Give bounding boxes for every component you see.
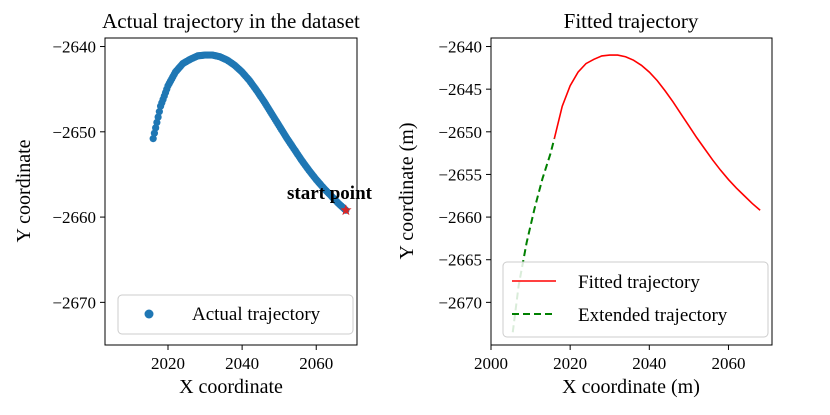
- x-tick-label: 2060: [299, 354, 333, 373]
- x-tick-label: 2060: [711, 354, 745, 373]
- y-tick-label: −2655: [438, 165, 482, 184]
- start-point-star-icon: [340, 204, 352, 216]
- x-tick-label: 2040: [225, 354, 259, 373]
- chart-title-right: Fitted trajectory: [564, 9, 699, 33]
- y-tick-label: −2650: [438, 123, 482, 142]
- x-tick-label: 2020: [151, 354, 185, 373]
- y-tick-label: −2660: [52, 208, 96, 227]
- legend-box-right: [502, 261, 769, 338]
- x-axis-label-left: X coordinate: [179, 376, 283, 398]
- x-tick-label: 2000: [474, 354, 508, 373]
- y-tick-label: −2670: [52, 293, 96, 312]
- panel-actual-trajectory: Actual trajectory in the dataset 2020 204…: [13, 9, 373, 398]
- legend-left: Actual trajectory: [117, 294, 354, 335]
- y-tick-label: −2640: [52, 38, 96, 57]
- data-point: [155, 108, 163, 116]
- data-point: [152, 124, 160, 132]
- y-tick-label: −2640: [438, 38, 482, 57]
- data-point: [153, 118, 161, 127]
- legend-label-extended: Extended trajectory: [578, 305, 728, 326]
- x-tick-label: 2040: [632, 354, 666, 373]
- chart-title-left: Actual trajectory in the dataset: [102, 9, 360, 33]
- y-axis-label-right: Y coordinate (m): [396, 123, 418, 260]
- plot-frame-left: [104, 37, 358, 346]
- start-point-annotation: start point: [287, 183, 373, 204]
- data-point: [154, 113, 162, 121]
- data-point: [150, 129, 159, 137]
- legend-box-left: [117, 294, 354, 335]
- y-tick-label: −2660: [438, 208, 482, 227]
- data-point: [149, 135, 157, 143]
- plot-frame-right: [490, 37, 773, 346]
- panel-fitted-trajectory: Fitted trajectory 2000 2020 2040 2060 −2640…: [396, 9, 773, 398]
- y-tick-label: −2670: [438, 293, 482, 312]
- legend-label-actual: Actual trajectory: [192, 304, 321, 325]
- y-axis-label-left: Y coordinate: [13, 139, 35, 242]
- y-tick-label: −2650: [52, 123, 96, 142]
- y-tick-label: −2645: [438, 80, 482, 99]
- x-tick-label: 2020: [553, 354, 587, 373]
- legend-marker-actual: [144, 309, 154, 319]
- x-axis-label-right: X coordinate (m): [562, 376, 700, 398]
- legend-label-fitted: Fitted trajectory: [578, 272, 700, 293]
- fitted-trajectory-line: [553, 54, 761, 211]
- legend-right: Fitted trajectory Extended trajectory: [502, 261, 769, 338]
- y-tick-label: −2665: [438, 251, 482, 270]
